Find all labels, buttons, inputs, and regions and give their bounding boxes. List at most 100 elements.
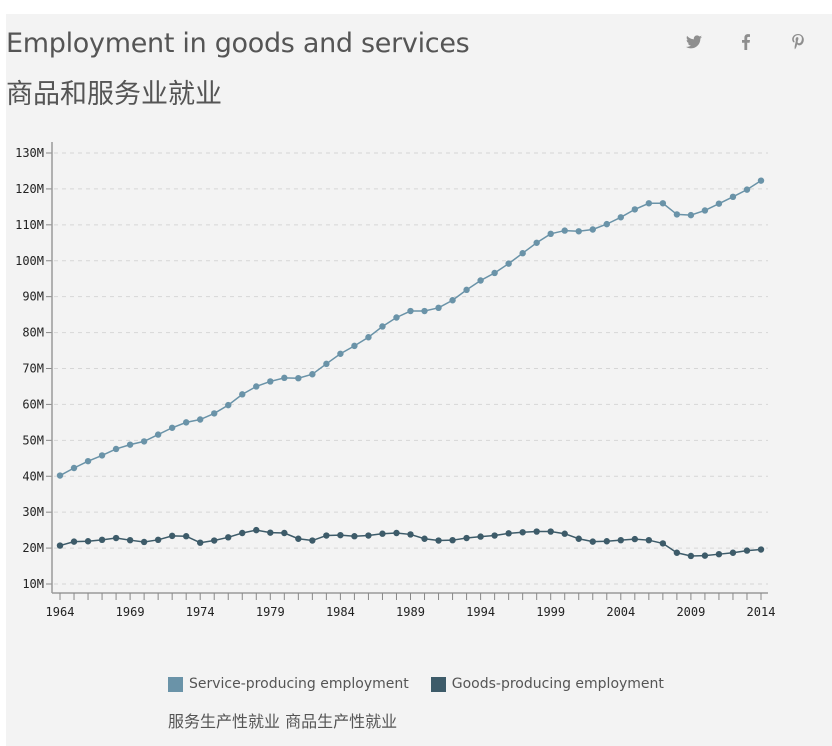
legend-swatch-goods: [430, 676, 446, 692]
legend: Service-producing employment Goods-produ…: [168, 676, 664, 692]
data-point: [225, 401, 232, 409]
data-point: [84, 538, 92, 545]
x-tick-label: 1964: [46, 605, 75, 619]
x-tick-label: 2009: [676, 605, 705, 619]
data-point: [267, 529, 274, 536]
data-point: [701, 552, 709, 559]
legend-item-goods[interactable]: Goods-producing employment: [430, 676, 664, 692]
data-point: [519, 250, 526, 257]
data-point: [715, 200, 723, 207]
y-tick-label: 80M: [22, 326, 44, 340]
pinterest-icon: [792, 34, 804, 50]
data-point: [435, 537, 442, 544]
pinterest-share-button[interactable]: [786, 30, 810, 54]
data-point: [323, 360, 330, 368]
data-point: [182, 419, 190, 426]
data-point: [126, 441, 134, 448]
y-tick-label: 60M: [22, 397, 44, 411]
data-point: [617, 214, 624, 221]
data-point: [589, 538, 596, 545]
data-point: [365, 532, 372, 539]
data-point: [491, 269, 498, 277]
data-point: [337, 531, 344, 539]
y-tick-label: 120M: [15, 182, 44, 196]
data-point: [253, 383, 260, 390]
y-tick-label: 20M: [22, 541, 44, 555]
data-point: [239, 529, 246, 537]
legend-label-service: Service-producing employment: [189, 676, 409, 692]
data-point: [154, 431, 162, 438]
data-point: [267, 378, 274, 385]
y-tick-label: 10M: [22, 577, 44, 591]
data-point: [449, 297, 456, 304]
data-point: [477, 533, 484, 540]
data-point: [505, 260, 512, 267]
data-point: [211, 410, 218, 417]
data-point: [112, 445, 120, 453]
data-point: [281, 374, 288, 382]
data-point: [309, 537, 316, 544]
y-tick-label: 30M: [22, 505, 44, 519]
data-point: [757, 546, 765, 553]
data-point: [659, 540, 667, 547]
data-point: [70, 538, 78, 545]
y-tick-label: 130M: [15, 146, 44, 160]
data-point: [379, 530, 386, 537]
series-service: [56, 177, 765, 479]
data-point: [337, 350, 344, 357]
legend-caption-chinese: 服务生产性就业 商品生产性就业: [168, 712, 398, 731]
series-group: [56, 177, 765, 560]
data-point: [182, 533, 190, 540]
data-point: [533, 528, 540, 535]
data-point: [351, 533, 358, 540]
legend-item-service[interactable]: Service-producing employment: [168, 676, 409, 692]
data-point: [645, 200, 653, 207]
data-point: [112, 534, 120, 542]
data-point: [295, 374, 302, 382]
data-point: [225, 534, 232, 541]
y-axis: 10M 20M 30M 40M 50M 60M 70M 80M 90M 100M 110M 120M 1…: [15, 142, 53, 593]
y-tick-label: 90M: [22, 290, 44, 304]
data-point: [561, 227, 568, 234]
x-axis: 1964 1969 1974 1979 1984 1989 1994 1999 2004 2009…: [46, 592, 775, 619]
y-tick-label: 70M: [22, 362, 44, 376]
data-point: [729, 193, 737, 201]
series-goods: [56, 526, 765, 560]
line-chart: 10M 20M 30M 40M 50M 60M 70M 80M 90M 100M 110M 120M 1…: [15, 142, 775, 619]
data-point: [154, 536, 162, 544]
data-point: [729, 549, 737, 556]
data-point: [673, 549, 681, 556]
data-point: [56, 542, 64, 549]
data-point: [701, 207, 709, 214]
data-point: [323, 532, 330, 539]
data-point: [56, 472, 64, 479]
x-tick-label: 1979: [256, 605, 285, 619]
chart-title-chinese: 商品和服务业就业: [6, 79, 222, 110]
twitter-icon: [686, 35, 702, 49]
data-point: [98, 452, 106, 459]
data-point: [309, 371, 316, 378]
data-point: [197, 416, 204, 423]
data-point: [477, 277, 484, 284]
data-point: [687, 211, 695, 219]
gridlines: [54, 152, 768, 585]
data-point: [421, 535, 428, 542]
data-point: [561, 530, 568, 537]
twitter-share-button[interactable]: [682, 30, 706, 54]
data-point: [84, 457, 92, 465]
data-point: [533, 239, 540, 246]
x-tick-label: 2004: [606, 605, 635, 619]
data-point: [603, 220, 610, 228]
data-point: [575, 228, 582, 235]
data-point: [575, 535, 582, 542]
facebook-share-button[interactable]: [734, 30, 758, 54]
y-tick-label: 40M: [22, 469, 44, 483]
data-point: [449, 536, 456, 544]
legend-swatch-service: [168, 676, 183, 692]
chart-panel: [6, 14, 832, 746]
data-point: [407, 531, 414, 538]
y-tick-label: 100M: [15, 254, 44, 268]
x-tick-label: 1969: [116, 605, 145, 619]
data-point: [463, 286, 470, 294]
data-point: [351, 342, 358, 350]
